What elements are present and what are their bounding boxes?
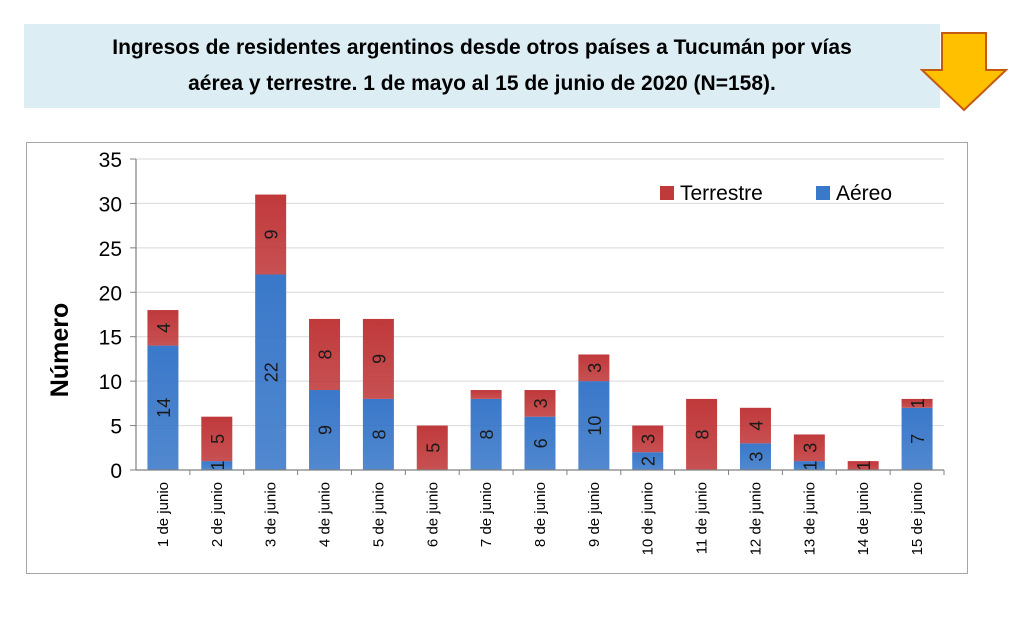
data-label-terrestre: 5 [423, 443, 443, 453]
data-label-aereo: 8 [369, 429, 389, 439]
y-tick-label: 0 [110, 460, 122, 483]
bar-aereo [309, 390, 341, 470]
x-tick-label: 3 de junio [263, 482, 280, 547]
bar-terrestre [524, 390, 556, 417]
data-label-terrestre: 4 [154, 323, 174, 333]
data-label-terrestre: 3 [585, 363, 605, 373]
x-tick-label: 7 de junio [478, 482, 495, 547]
x-tick-label: 15 de junio [909, 482, 926, 555]
data-label-terrestre: 4 [746, 421, 766, 431]
x-tick-label: 1 de junio [155, 482, 172, 547]
data-label-terrestre: 8 [316, 349, 336, 359]
chart-frame [26, 142, 968, 574]
bar-aereo [632, 452, 664, 470]
x-tick-label: 8 de junio [532, 482, 549, 547]
x-tick-label: 10 de junio [640, 482, 657, 555]
legend: Terrestre Aéreo [660, 182, 892, 205]
bar-terrestre [147, 310, 179, 346]
bar-terrestre [901, 398, 933, 408]
x-tick-label: 2 de junio [209, 482, 226, 547]
data-label-aereo: 14 [154, 398, 174, 418]
data-label-aereo: 22 [262, 362, 282, 382]
y-tick-label: 30 [99, 193, 122, 216]
bar-terrestre [686, 398, 718, 470]
chart-title-line-2: aérea y terrestre. 1 de mayo al 15 de ju… [188, 72, 776, 95]
x-tick-label: 5 de junio [370, 482, 387, 547]
data-label-aereo: 9 [316, 425, 336, 435]
legend-label: Terrestre [680, 182, 763, 205]
data-label-terrestre: 3 [800, 443, 820, 453]
bar-aereo [793, 461, 825, 470]
bar-aereo [470, 398, 502, 470]
legend-swatch [816, 186, 830, 200]
bar-aereo [255, 274, 287, 470]
bar-terrestre [632, 425, 664, 453]
data-label-aereo: 10 [585, 416, 605, 436]
bar-terrestre [255, 194, 287, 275]
data-label-aereo: 3 [746, 452, 766, 462]
legend-swatch [660, 186, 674, 200]
y-tick-label: 10 [99, 371, 122, 394]
chart-title-line-1: Ingresos de residentes argentinos desde … [112, 36, 852, 59]
bar-terrestre [309, 318, 341, 391]
bar-aereo [739, 443, 771, 470]
down-arrow-icon [920, 32, 1008, 112]
x-tick-label: 9 de junio [586, 482, 603, 547]
x-tick-label: 4 de junio [317, 482, 334, 547]
data-label-terrestre: 1 [854, 461, 874, 471]
y-axis-label: Número [46, 303, 74, 397]
y-tick-label: 20 [99, 282, 122, 305]
data-label-terrestre: 3 [531, 398, 551, 408]
bar-aereo [901, 407, 933, 470]
bar-terrestre [793, 434, 825, 462]
y-tick-label: 15 [99, 327, 122, 350]
bar-aereo [578, 381, 610, 470]
x-tick-label: 14 de junio [855, 482, 872, 555]
bar-aereo [524, 416, 556, 470]
title-banner: Ingresos de residentes argentinos desde … [24, 24, 940, 108]
y-tick-label: 25 [99, 238, 122, 261]
y-tick-label: 35 [99, 149, 122, 172]
legend-label: Aéreo [836, 182, 892, 205]
data-label-aereo: 8 [477, 429, 497, 439]
bar-terrestre [578, 354, 610, 382]
data-label-aereo: 1 [208, 461, 228, 471]
bar-aereo [147, 345, 179, 470]
x-tick-label: 11 de junio [694, 482, 711, 554]
y-tick-label: 5 [110, 416, 122, 439]
data-label-terrestre: 1 [908, 398, 928, 408]
bar-terrestre [362, 318, 394, 399]
bar-terrestre [739, 407, 771, 444]
data-label-terrestre: 9 [369, 354, 389, 364]
data-label-terrestre: 8 [693, 429, 713, 439]
bars [147, 194, 933, 470]
bar-aereo [201, 461, 233, 470]
bar-terrestre [470, 390, 502, 399]
bar-terrestre [201, 416, 233, 462]
bar-terrestre [847, 461, 879, 470]
data-label-aereo: 2 [639, 456, 659, 466]
labels: 14 4 1 5 22 9 9 8 8 9 5 8 6 3 10 3 2 3 8 3 4 1 3 1 7 1 [154, 230, 928, 471]
bar-aereo [362, 398, 394, 470]
data-label-aereo: 1 [800, 461, 820, 471]
data-label-terrestre: 9 [262, 230, 282, 240]
data-label-terrestre: 3 [639, 434, 659, 444]
data-label-terrestre: 5 [208, 434, 228, 444]
x-tick-label: 12 de junio [747, 482, 764, 555]
bar-terrestre [416, 425, 448, 470]
data-label-aereo: 7 [908, 434, 928, 444]
data-label-aereo: 6 [531, 438, 551, 448]
x-tick-label: 6 de junio [424, 482, 441, 547]
x-tick-label: 13 de junio [801, 482, 818, 555]
